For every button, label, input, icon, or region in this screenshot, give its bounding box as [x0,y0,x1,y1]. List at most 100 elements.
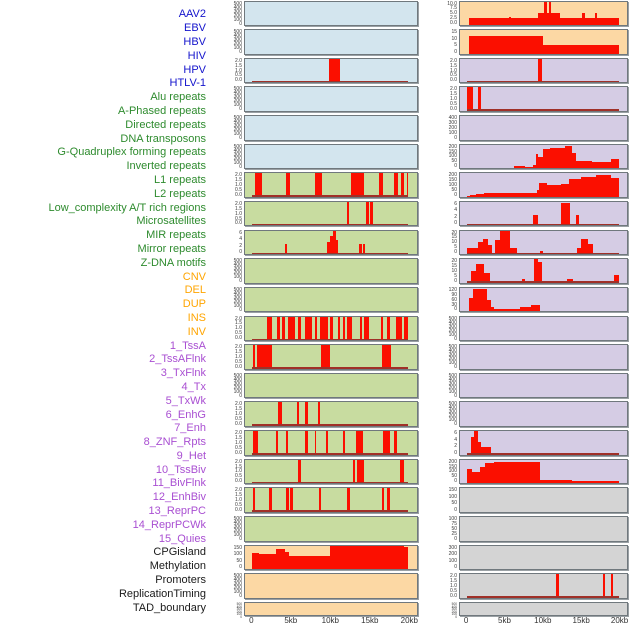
y-tick-label: 0 [454,249,457,256]
y-tick-label: 0.0 [235,191,242,198]
data-bar [524,167,534,169]
y-tick-label: 0 [454,392,457,399]
track-row: 2.0 1.5 1.0 0.5 0.0 [222,200,418,227]
track-label: EBV [183,22,206,35]
y-tick-label: 100 [233,131,242,138]
y-axis-ticks: 500 400 300 200 100 0 [222,372,244,398]
data-bar [305,431,308,455]
y-tick-label: 0 [454,364,457,371]
data-bar [378,173,384,197]
data-bar [567,278,574,283]
y-tick-label: 400 [448,405,457,412]
track-plot-box [459,401,628,427]
y-tick-label: 500 [233,258,242,265]
data-bar [314,431,317,455]
y-tick-label: 0 [454,421,457,428]
track-label: Inverted repeats [126,160,207,173]
track-label: G-Quadruplex forming repeats [57,146,206,159]
y-tick-label: 50 [236,557,242,564]
data-bar [478,442,482,455]
y-axis-ticks: 500 400 300 200 100 0 [222,287,244,312]
x-axis-tick-label: 10kb [321,616,339,625]
track-plot-box [459,430,628,456]
track-row: 500 400 300 200 100 0 [222,372,418,399]
y-tick-label: 300 [448,409,457,416]
y-tick-label: 1.5 [235,205,242,212]
data-bar [587,243,593,255]
y-axis-ticks: 200 150 100 50 0 [437,172,459,198]
track-row: 500 400 300 200 100 0 [437,344,628,370]
data-bar [268,488,272,512]
track-label: 14_ReprPCWk [132,518,206,531]
track-plot-box [459,57,628,84]
y-tick-label: 30 [451,301,457,308]
track-row: 500 400 300 200 100 0 [437,601,628,618]
y-tick-label: 500 [233,372,242,379]
y-tick-label: 6 [239,229,242,236]
y-tick-label: 0.0 [235,363,242,370]
data-bar [363,244,366,255]
y-tick-label: 0 [239,135,242,142]
data-bar [542,45,619,54]
data-bar [342,431,346,455]
y-tick-label: 100 [233,102,242,109]
track-label: HTLV-1 [169,77,206,90]
y-tick-label: 200 [233,298,242,305]
y-tick-label: 300 [233,581,242,588]
track-plot-box [459,601,628,616]
y-tick-label: 6 [454,430,457,437]
y-tick-label: 50 [451,158,457,165]
data-bar [359,244,362,255]
y-tick-label: 0.0 [450,592,457,599]
y-tick-label: 50 [451,186,457,193]
y-tick-label: 10 [451,35,457,42]
y-tick-label: 200 [448,413,457,420]
y-tick-label: 300 [233,151,242,158]
y-tick-label: 500 [233,86,242,93]
track-plot-box [244,487,418,513]
y-tick-label: 5.0 [450,10,457,17]
track-plot-box [459,458,628,485]
y-tick-label: 1.0 [235,182,242,189]
y-axis-ticks: 2.0 1.5 1.0 0.5 0.0 [222,344,244,370]
y-tick-label: 500 [233,143,242,150]
track-label: MIR repeats [146,229,206,242]
y-tick-label: 15 [451,234,457,241]
y-tick-label: 0 [454,449,457,456]
y-tick-label: 400 [233,90,242,97]
y-tick-label: 100 [233,45,242,52]
data-bar [580,176,596,197]
data-bar [346,201,350,226]
data-baseline [467,596,619,598]
data-bar [296,402,300,426]
data-bar [614,274,619,283]
data-bar [330,316,333,341]
data-bar [548,1,552,25]
track-plot-box [244,516,418,542]
data-bar [356,459,364,484]
y-tick-label: 200 [448,143,457,150]
y-axis-ticks: 200 150 100 50 0 [437,459,459,485]
data-bar [317,402,321,426]
y-tick-label: 0 [454,478,457,485]
y-tick-label: 0.5 [235,358,242,365]
data-bar [347,488,350,512]
y-tick-label: 400 [233,119,242,126]
y-tick-label: 500 [233,573,242,580]
track-row: 500 400 300 200 100 0 [222,573,418,599]
y-tick-label: 100 [233,16,242,23]
data-bar [488,244,493,255]
track-row: 500 400 300 200 100 0 [222,601,418,618]
y-tick-label: 200 [233,155,242,162]
data-bar [576,215,580,226]
data-bar [467,248,478,255]
track-plot-box [459,344,628,370]
y-tick-label: 300 [233,94,242,101]
y-tick-label: 0 [454,163,457,170]
track-label: DEL [184,284,206,297]
y-axis-ticks: 500 400 300 200 100 0 [437,373,459,399]
